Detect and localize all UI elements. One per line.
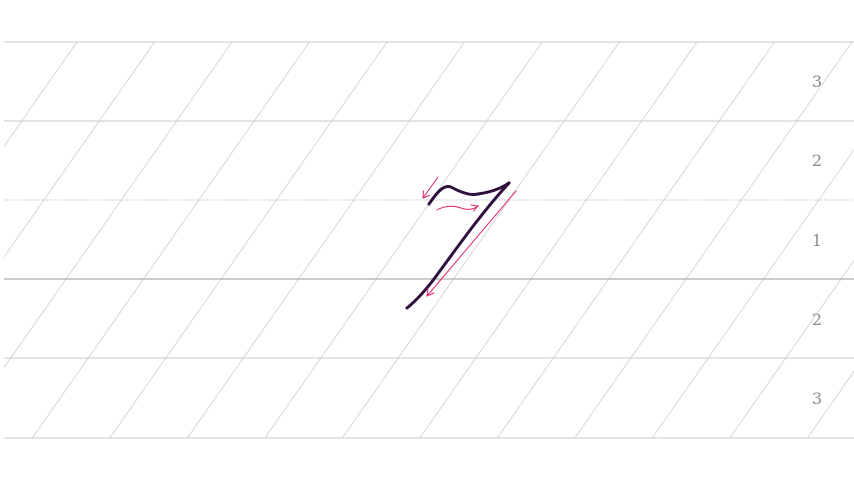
row-label-3: 1 [812, 231, 822, 250]
slant-guide-line [31, 42, 310, 438]
slant-guide-line [4, 42, 155, 258]
digit-seven-strokes [405, 181, 511, 310]
slant-guide-line [4, 42, 233, 369]
slant-guide-lines [4, 42, 854, 438]
slant-guide-line [109, 42, 388, 438]
row-label-5: 3 [812, 389, 822, 408]
slant-guide-line [264, 42, 543, 438]
stroke-direction-arrows [422, 176, 517, 297]
slant-guide-line [419, 42, 698, 438]
row-label-2: 2 [812, 151, 822, 170]
slant-guide-line [341, 42, 620, 438]
row-label-1: 3 [812, 72, 822, 91]
slant-guide-line [651, 149, 854, 438]
slant-guide-line [186, 42, 465, 438]
row-labels: 3 2 1 2 3 [812, 72, 822, 408]
digit-diagonal-stroke [405, 181, 511, 310]
arrow-right-icon [436, 204, 479, 212]
slant-guide-line [4, 42, 78, 148]
slant-guide-line [729, 259, 854, 438]
arrow-long-down-left-icon [426, 190, 517, 297]
digit-top-stroke [427, 181, 511, 206]
arrow-down-left-icon [422, 176, 439, 199]
row-label-4: 2 [812, 310, 822, 329]
horizontal-guide-lines [4, 41, 854, 439]
slant-guide-line [496, 42, 775, 438]
slant-guide-line [574, 42, 853, 438]
